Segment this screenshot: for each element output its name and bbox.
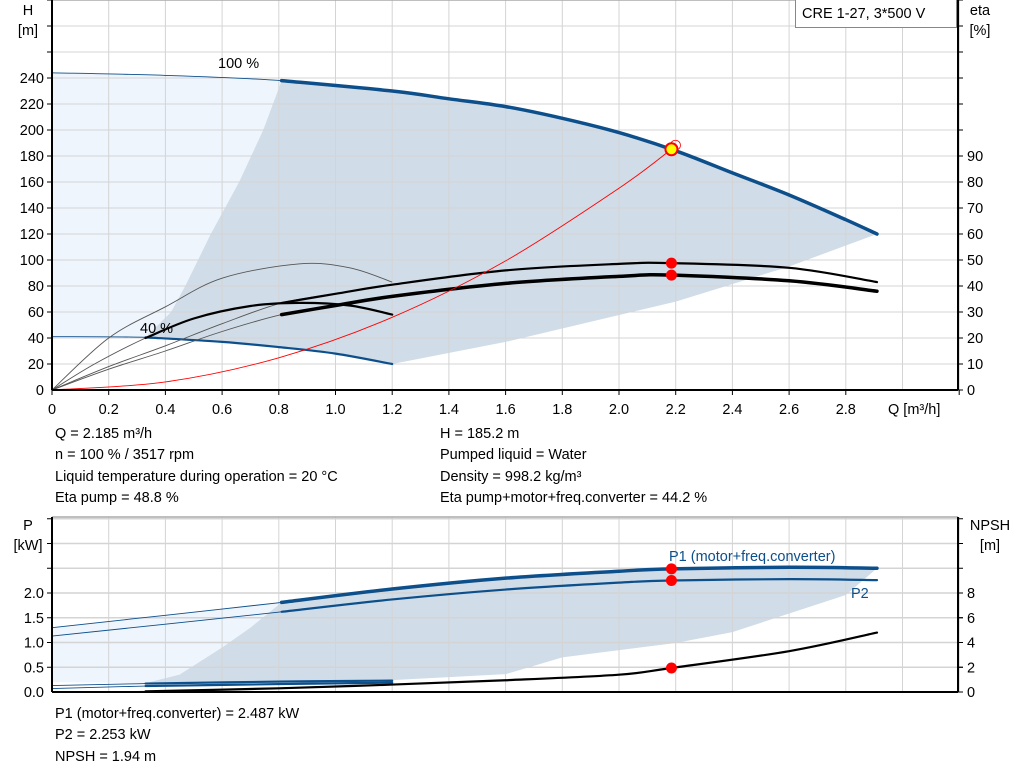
legend-box: CRE 1-27, 3*500 V [795, 0, 957, 28]
x-tick-label: 2.8 [836, 402, 856, 418]
bottom-y2-tick-label: 2 [967, 660, 975, 676]
bottom-y2-tick-label: 0 [967, 685, 975, 701]
top-y2-tick-label: 70 [967, 201, 983, 217]
x-axis-label: Q [m³/h] [888, 402, 940, 418]
x-tick-label: 2.6 [779, 402, 799, 418]
bottom-operating-point-marker [665, 662, 677, 674]
top-light-operating-range [52, 72, 282, 338]
top-y2-tick-label: 30 [967, 305, 983, 321]
info-temperature: Liquid temperature during operation = 20… [55, 469, 338, 485]
bottom-curve-3 [144, 681, 394, 688]
top-curve-1 [144, 336, 394, 366]
top-curve-5 [144, 301, 394, 340]
bottom-y-tick-label: 0.5 [24, 660, 44, 676]
top-y-tick-label: 160 [20, 175, 44, 191]
bottom-y2-axis-unit: [m] [980, 538, 1000, 554]
info-liquid: Pumped liquid = Water [440, 447, 587, 463]
x-tick-label: 0 [48, 402, 56, 418]
speed-40-label: 40 % [140, 321, 173, 337]
bottom-dark-operating-range [145, 567, 877, 684]
top-curve-3 [279, 273, 879, 317]
top-y-tick-label: 200 [20, 123, 44, 139]
top-y2-tick-label: 10 [967, 357, 983, 373]
x-tick-label: 2.2 [666, 402, 686, 418]
bottom-y-tick-label: 0.0 [24, 685, 44, 701]
bottom-curve-4 [144, 631, 879, 693]
top-y-tick-label: 120 [20, 227, 44, 243]
top-curve-4-thin [51, 262, 393, 391]
x-tick-label: 0.4 [155, 402, 175, 418]
bottom-operating-point-marker [665, 574, 677, 586]
x-tick-label: 2.4 [722, 402, 742, 418]
bottom-curve-0 [279, 565, 879, 605]
bottom-curve-1 [280, 578, 879, 613]
info-eta-total: Eta pump+motor+freq.converter = 44.2 % [440, 490, 708, 506]
bottom-y-tick-label: 1.5 [24, 611, 44, 627]
top-y-tick-label: 180 [20, 149, 44, 165]
top-y-axis-unit: [m] [18, 23, 38, 39]
top-curve-6-thin [51, 148, 672, 391]
top-y-tick-label: 20 [28, 357, 44, 373]
legend-title: CRE 1-27, 3*500 V [802, 6, 926, 22]
top-y-tick-label: 140 [20, 201, 44, 217]
top-y2-tick-label: 0 [967, 383, 975, 399]
x-tick-label: 0.6 [212, 402, 232, 418]
top-y-tick-label: 240 [20, 71, 44, 87]
x-tick-label: 0.8 [269, 402, 289, 418]
info-speed: n = 100 % / 3517 rpm [55, 447, 195, 463]
top-y2-tick-label: 40 [967, 279, 983, 295]
info-npsh: NPSH = 1.94 m [55, 749, 157, 765]
top-y2-tick-label: 80 [967, 175, 983, 191]
x-tick-label: 1.2 [382, 402, 402, 418]
top-y-tick-label: 40 [28, 331, 44, 347]
top-y-tick-label: 100 [20, 253, 44, 269]
info-density: Density = 998.2 kg/m³ [440, 469, 582, 485]
speed-100-label: 100 % [218, 56, 259, 72]
info-eta-pump: Eta pump = 48.8 % [55, 490, 179, 506]
bottom-y-axis-unit: [kW] [14, 538, 43, 554]
top-y-tick-label: 80 [28, 279, 44, 295]
top-y2-tick-label: 90 [967, 149, 983, 165]
top-curve-2 [280, 261, 879, 304]
top-y-tick-label: 220 [20, 97, 44, 113]
bottom-y2-tick-label: 6 [967, 611, 975, 627]
duty-point-marker [664, 142, 679, 157]
info-head: H = 185.2 m [440, 426, 520, 442]
p2-curve-label: P2 [851, 586, 869, 602]
bottom-y-tick-label: 1.0 [24, 636, 44, 652]
top-dark-operating-range [145, 80, 877, 364]
x-tick-label: 1.6 [496, 402, 516, 418]
bottom-curve-2 [144, 679, 394, 685]
top-y2-tick-label: 50 [967, 253, 983, 269]
bottom-y-tick-label: 2.0 [24, 586, 44, 602]
bottom-y-axis-label: P [23, 518, 33, 534]
top-y-tick-label: 0 [36, 383, 44, 399]
bottom-y2-tick-label: 8 [967, 586, 975, 602]
top-y2-axis-unit: [%] [970, 23, 991, 39]
info-p1: P1 (motor+freq.converter) = 2.487 kW [55, 706, 300, 722]
top-y2-tick-label: 60 [967, 227, 983, 243]
info-p2: P2 = 2.253 kW [55, 727, 151, 743]
top-y2-tick-label: 20 [967, 331, 983, 347]
p1-curve-label: P1 (motor+freq.converter) [669, 549, 835, 565]
top-operating-point-marker [665, 269, 677, 281]
bottom-y2-tick-label: 4 [967, 636, 975, 652]
bottom-y2-axis-label: NPSH [970, 518, 1010, 534]
x-tick-label: 1.0 [325, 402, 345, 418]
top-curve-0 [279, 78, 879, 236]
info-q: Q = 2.185 m³/h [55, 426, 153, 442]
x-tick-label: 1.8 [552, 402, 572, 418]
top-y-tick-label: 60 [28, 305, 44, 321]
x-tick-label: 2.0 [609, 402, 629, 418]
top-operating-point-marker [665, 257, 677, 269]
top-y-axis-label: H [23, 3, 33, 19]
x-tick-label: 0.2 [99, 402, 119, 418]
x-tick-label: 1.4 [439, 402, 459, 418]
bottom-operating-point-marker [665, 563, 677, 575]
top-y2-axis-label: eta [970, 3, 991, 19]
